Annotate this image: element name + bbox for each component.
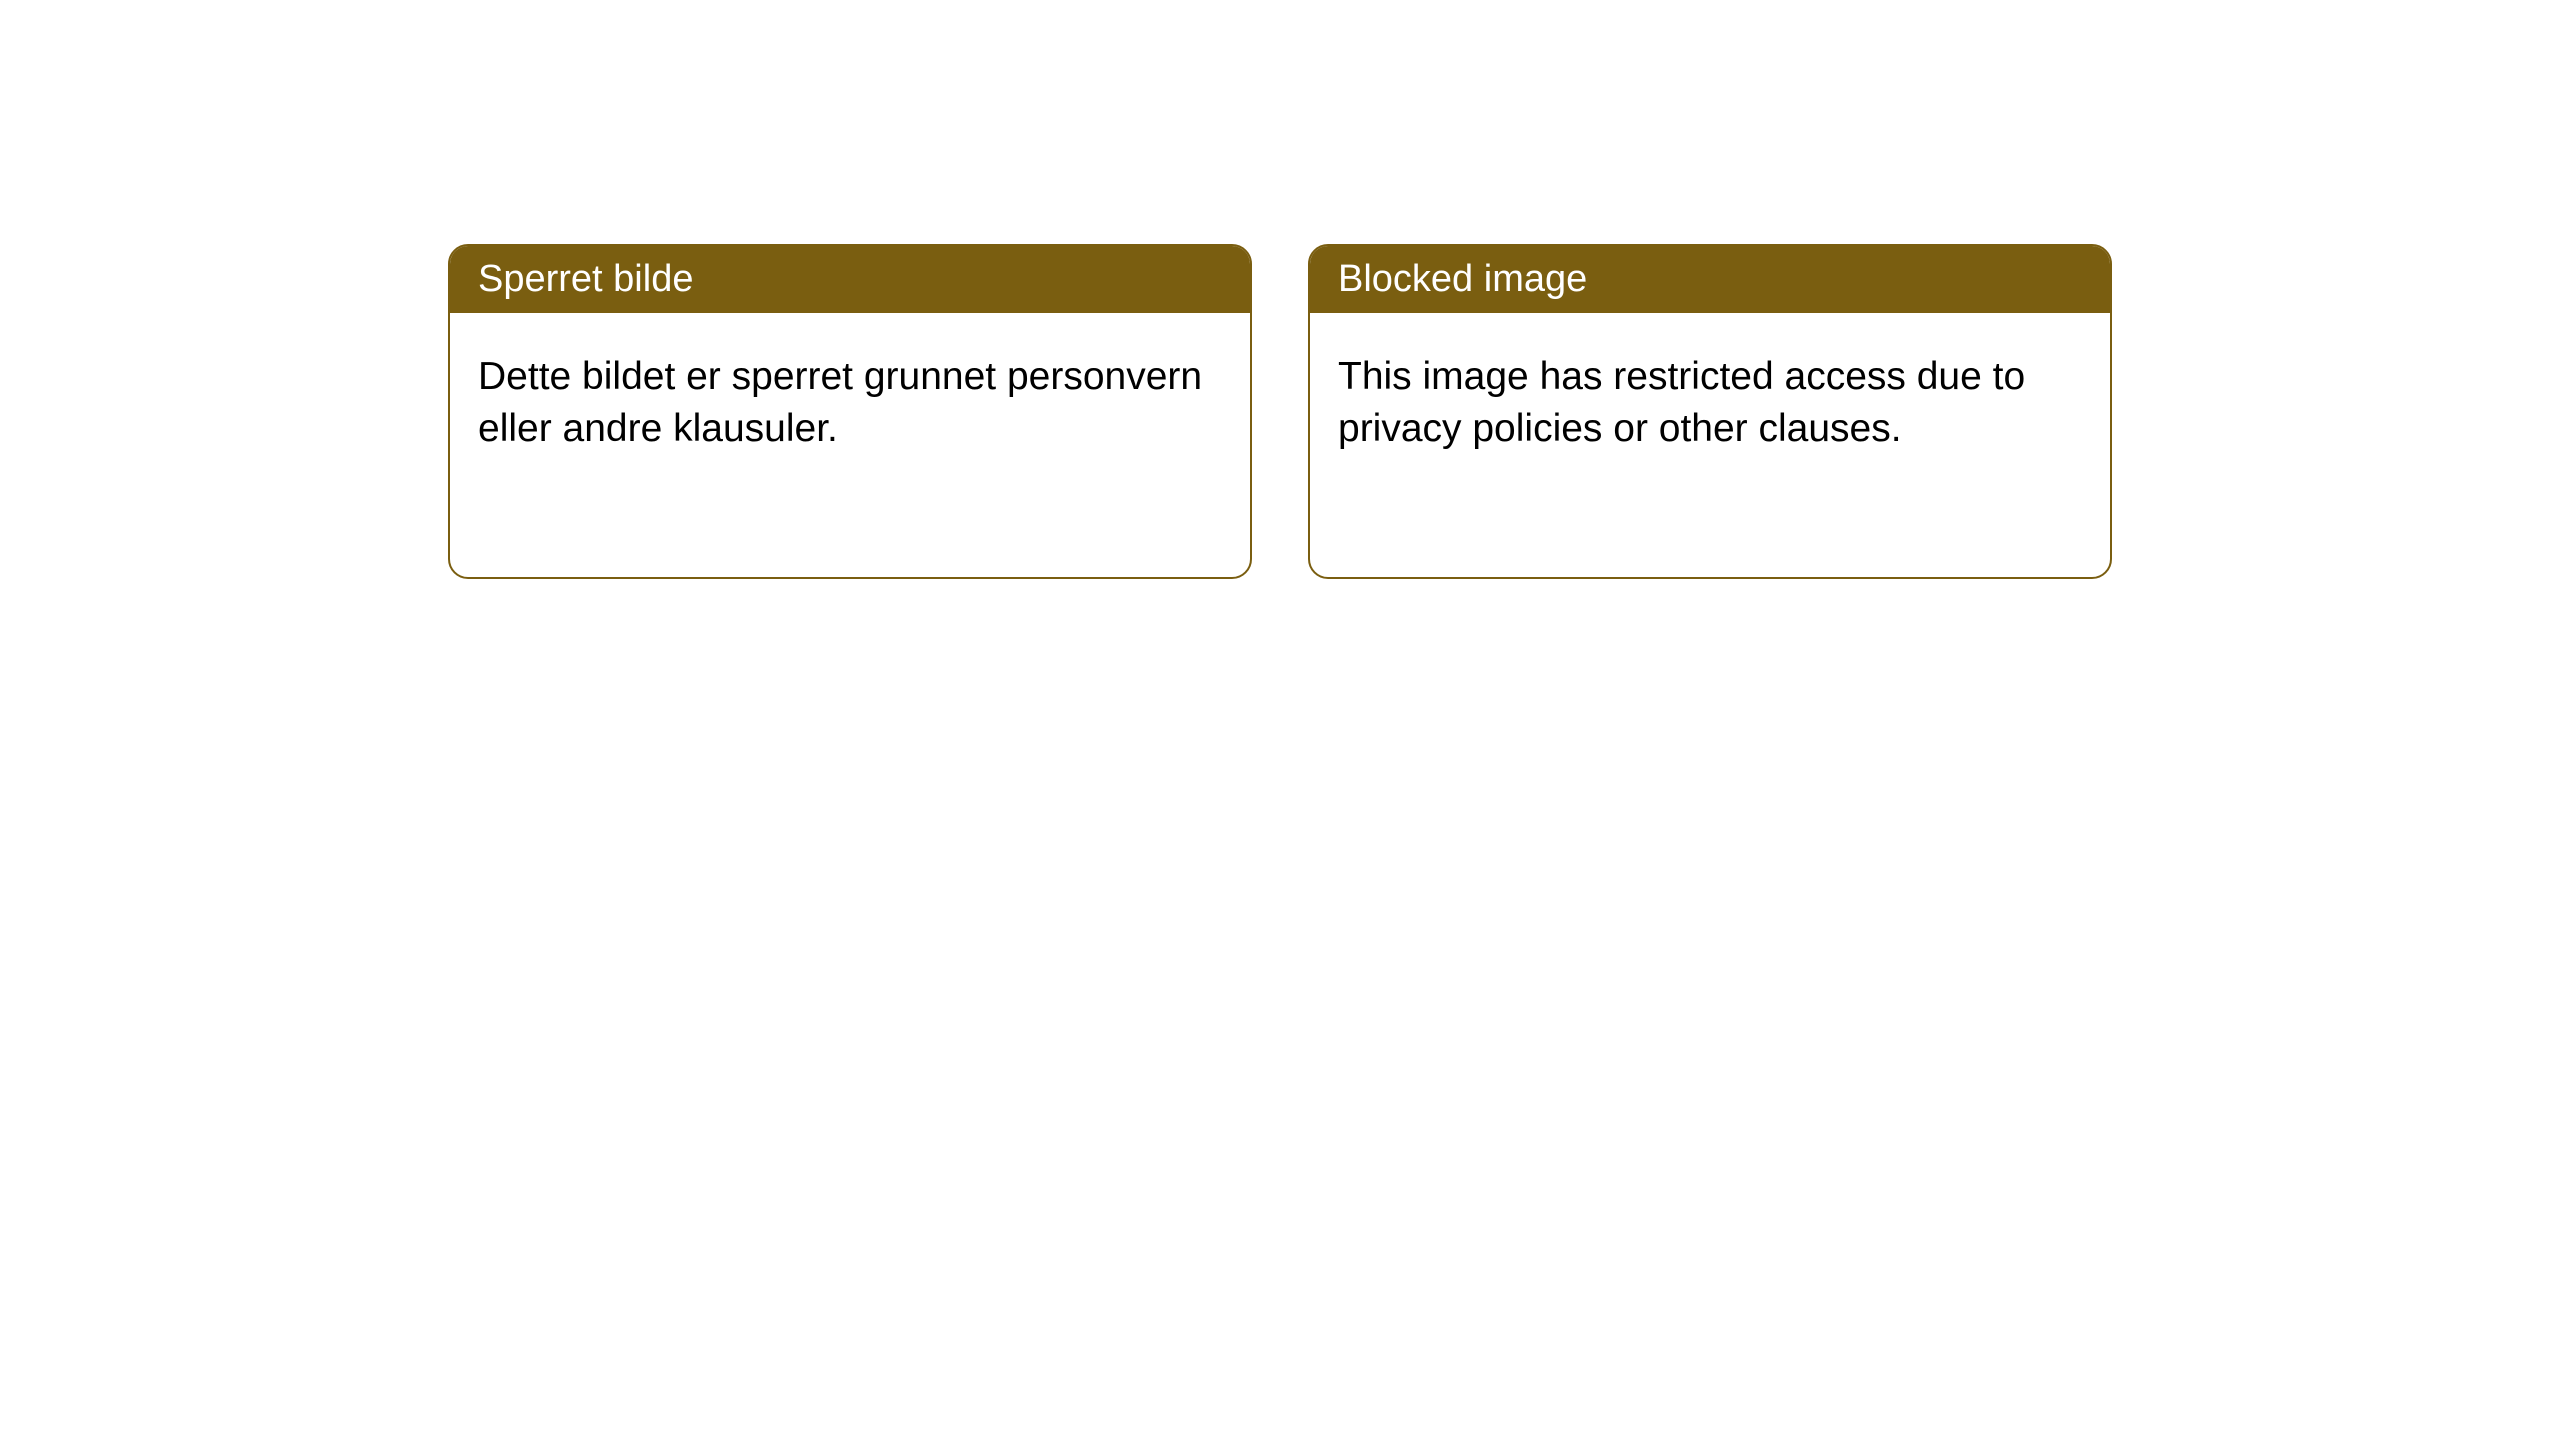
card-body-en: This image has restricted access due to … [1310, 313, 2110, 494]
blocked-image-card-en: Blocked image This image has restricted … [1308, 244, 2112, 579]
card-body-no: Dette bildet er sperret grunnet personve… [450, 313, 1250, 494]
card-header-no: Sperret bilde [450, 246, 1250, 313]
blocked-image-card-no: Sperret bilde Dette bildet er sperret gr… [448, 244, 1252, 579]
card-container: Sperret bilde Dette bildet er sperret gr… [0, 0, 2560, 579]
card-header-en: Blocked image [1310, 246, 2110, 313]
